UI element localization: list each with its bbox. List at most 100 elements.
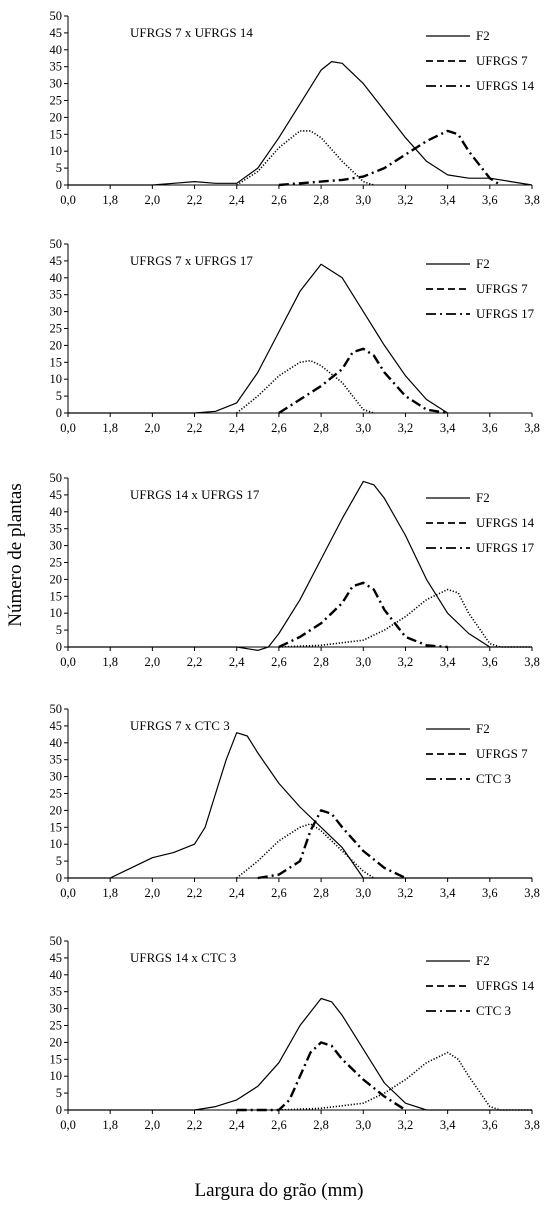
legend-label: F2 <box>476 721 490 736</box>
x-tick-label: 3,6 <box>482 421 498 435</box>
y-tick-label: 40 <box>50 505 63 519</box>
series-line-f2 <box>68 60 533 186</box>
legend-label: UFRGS 7 <box>476 281 528 296</box>
x-tick-label: 2,8 <box>313 193 329 207</box>
y-tick-label: 50 <box>50 471 63 485</box>
y-tick-label: 5 <box>56 161 62 175</box>
x-tick-label: 2,0 <box>145 193 161 207</box>
y-tick-label: 35 <box>50 985 63 999</box>
y-tick-label: 30 <box>50 539 63 553</box>
y-tick-label: 35 <box>50 753 63 767</box>
y-tick-label: 50 <box>50 237 63 251</box>
y-tick-label: 5 <box>56 389 62 403</box>
x-tick-label: 3,0 <box>355 1118 371 1132</box>
x-tick-label: 2,0 <box>145 421 161 435</box>
x-tick-label: 3,4 <box>440 655 456 669</box>
x-tick-label: 3,0 <box>355 655 371 669</box>
y-tick-label: 5 <box>56 623 62 637</box>
y-tick-label: 20 <box>50 338 63 352</box>
y-axis-title: Número de plantas <box>5 483 26 627</box>
y-tick-label: 50 <box>50 9 63 23</box>
y-tick-label: 25 <box>50 322 63 336</box>
x-tick-label: 2,2 <box>187 421 203 435</box>
x-tick-label: 1,8 <box>102 655 118 669</box>
y-tick-label: 0 <box>56 1103 62 1117</box>
y-tick-label: 10 <box>50 837 63 851</box>
series-line-f2 <box>68 263 448 414</box>
x-tick-label: 3,6 <box>482 655 498 669</box>
x-tick-label: 3,6 <box>482 886 498 900</box>
x-tick-label: 0,0 <box>60 193 76 207</box>
series-line-f2 <box>68 732 532 879</box>
x-axis-title: Largura do grão (mm) <box>194 1180 363 1201</box>
x-tick-label: 1,8 <box>102 886 118 900</box>
legend-label: F2 <box>476 953 490 968</box>
y-tick-label: 15 <box>50 1052 63 1066</box>
x-tick-label: 2,8 <box>313 886 329 900</box>
panel-title: UFRGS 7 x UFRGS 14 <box>130 25 253 40</box>
series-line-ufrgs-17 <box>278 581 448 649</box>
y-tick-label: 45 <box>50 951 63 965</box>
y-tick-label: 20 <box>50 803 63 817</box>
panel-title: UFRGS 7 x UFRGS 17 <box>130 253 253 268</box>
y-tick-label: 35 <box>50 60 63 74</box>
legend-label: UFRGS 7 <box>476 53 528 68</box>
y-tick-label: 50 <box>50 934 63 948</box>
series-line-ctc-3 <box>257 809 407 880</box>
y-tick-label: 35 <box>50 288 63 302</box>
y-tick-label: 25 <box>50 94 63 108</box>
x-tick-label: 1,8 <box>102 193 118 207</box>
legend-label: UFRGS 14 <box>476 78 535 93</box>
series-line-f2 <box>68 480 532 652</box>
x-tick-label: 3,8 <box>524 655 540 669</box>
x-tick-label: 2,2 <box>187 886 203 900</box>
y-tick-label: 45 <box>50 488 63 502</box>
x-tick-label: 2,8 <box>313 421 329 435</box>
x-tick-label: 3,8 <box>524 193 540 207</box>
y-tick-label: 45 <box>50 719 63 733</box>
legend-label: F2 <box>476 256 490 271</box>
y-tick-label: 0 <box>56 871 62 885</box>
x-tick-label: 3,4 <box>440 886 456 900</box>
x-tick-label: 2,8 <box>313 655 329 669</box>
x-tick-label: 2,2 <box>187 1118 203 1132</box>
x-tick-label: 2,0 <box>145 655 161 669</box>
x-tick-label: 1,8 <box>102 421 118 435</box>
x-tick-label: 3,2 <box>398 1118 414 1132</box>
y-tick-label: 20 <box>50 572 63 586</box>
y-tick-label: 40 <box>50 43 63 57</box>
legend-label: F2 <box>476 490 490 505</box>
x-tick-label: 3,0 <box>355 886 371 900</box>
y-tick-label: 45 <box>50 26 63 40</box>
y-tick-label: 10 <box>50 1069 63 1083</box>
series-line-ufrgs-7 <box>236 823 375 879</box>
series-line-ctc-3 <box>236 1041 407 1112</box>
series-line-f2 <box>68 997 532 1111</box>
y-tick-label: 10 <box>50 372 63 386</box>
x-tick-label: 3,2 <box>398 421 414 435</box>
x-tick-label: 2,4 <box>229 193 245 207</box>
series-line-ufrgs-14 <box>278 588 532 648</box>
y-tick-label: 20 <box>50 110 63 124</box>
x-tick-label: 2,6 <box>271 193 287 207</box>
chart-panel-5: 0 5 10 15 20 25 30 35 40 45 50 0,0 1,8 2,0 2,2 2,4 2,6 2,… <box>50 934 540 1132</box>
chart-panel-4: 0 5 10 15 20 25 30 35 40 45 50 0,0 1,8 2,0 2,2 2,4 2,6 2,… <box>50 702 540 900</box>
legend-label: CTC 3 <box>476 771 511 786</box>
legend-label: F2 <box>476 28 490 43</box>
x-tick-label: 3,2 <box>398 193 414 207</box>
y-tick-label: 10 <box>50 144 63 158</box>
x-tick-label: 2,6 <box>271 655 287 669</box>
y-tick-label: 20 <box>50 1035 63 1049</box>
x-tick-label: 3,4 <box>440 193 456 207</box>
y-tick-label: 30 <box>50 1002 63 1016</box>
y-tick-label: 25 <box>50 556 63 570</box>
x-tick-label: 2,0 <box>145 1118 161 1132</box>
x-tick-label: 3,8 <box>524 1118 540 1132</box>
x-tick-label: 3,6 <box>482 193 498 207</box>
chart-panel-3: 0 5 10 15 20 25 30 35 40 45 50 0,0 1,8 2,0 2,2 2,4 2,6 2,… <box>50 471 540 669</box>
x-tick-label: 2,0 <box>145 886 161 900</box>
series-line-ufrgs-7 <box>236 130 375 186</box>
x-tick-label: 3,6 <box>482 1118 498 1132</box>
chart-panel-2: 0 5 10 15 20 25 30 35 40 45 50 0,0 1,8 2,0 2,2 2,4 2,6 2,… <box>50 237 540 435</box>
y-tick-label: 5 <box>56 854 62 868</box>
